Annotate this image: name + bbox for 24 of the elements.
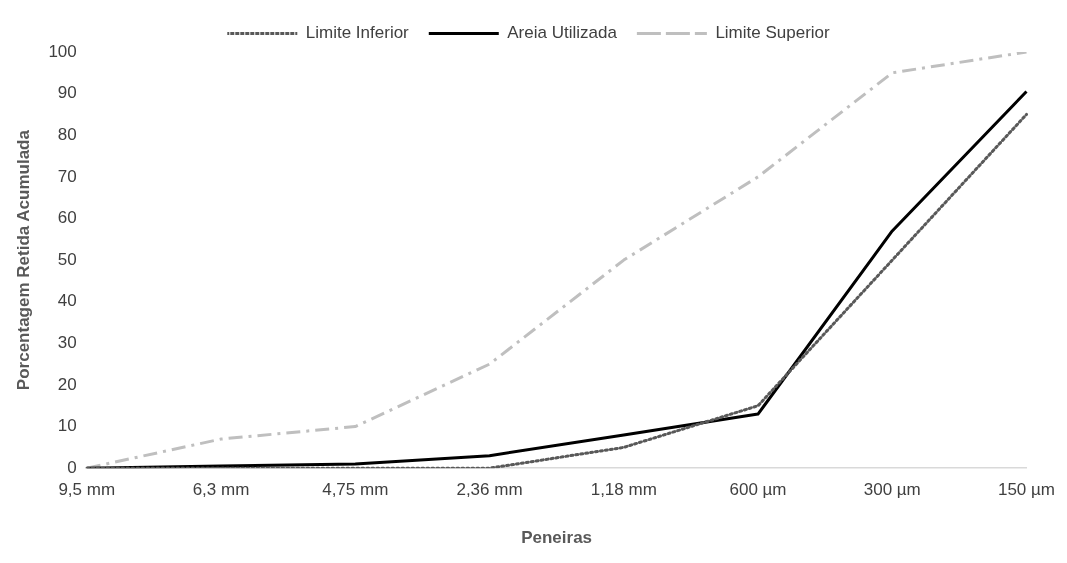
y-tick-label: 80	[57, 124, 77, 144]
x-tick-label: 9,5 mm	[58, 480, 116, 500]
y-tick-label: 40	[57, 291, 77, 311]
legend-label: Areia Utilizada	[507, 23, 618, 43]
y-tick-label: 60	[57, 208, 77, 228]
y-tick-label: 0	[67, 457, 77, 477]
y-tick-label: 100	[48, 41, 77, 61]
x-tick-label: 6,3 mm	[192, 480, 250, 500]
x-tick-label: 150 µm	[997, 480, 1055, 500]
x-tick-label: 1,18 mm	[590, 480, 657, 500]
x-tick-label: 2,36 mm	[456, 480, 523, 500]
y-tick-label: 50	[57, 249, 77, 269]
y-tick-label: 90	[57, 83, 77, 103]
legend-label: Limite Superior	[715, 23, 831, 43]
y-tick-label: 30	[57, 333, 77, 353]
y-tick-label: 70	[57, 166, 77, 186]
x-tick-label: 300 µm	[863, 480, 921, 500]
x-tick-label: 600 µm	[729, 480, 787, 500]
x-axis-title: Peneiras	[521, 528, 593, 548]
x-tick-label: 4,75 mm	[322, 480, 389, 500]
legend-label: Limite Inferior	[305, 23, 410, 43]
y-axis-title: Porcentagem Retida Acumulada	[13, 129, 33, 391]
y-tick-label: 10	[57, 416, 77, 436]
y-tick-label: 20	[57, 374, 77, 394]
